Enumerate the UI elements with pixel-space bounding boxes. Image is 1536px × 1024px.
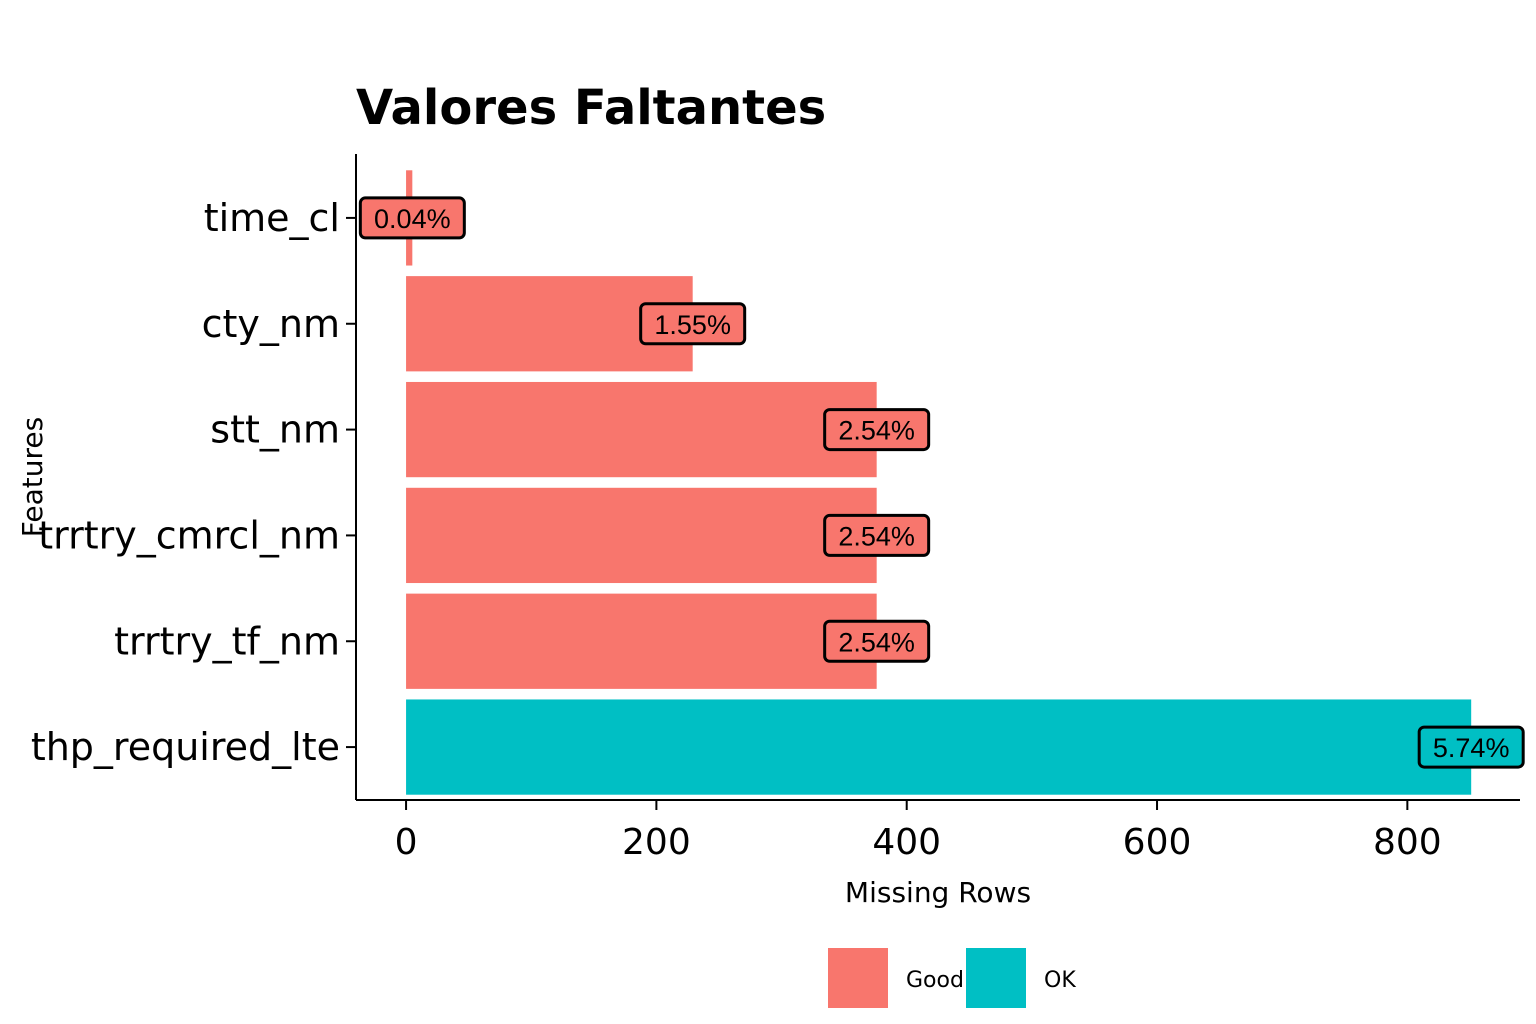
y-tick-label: time_cl [204, 196, 340, 240]
axes-layer [355, 154, 1520, 801]
x-ticks-layer: 0 200 400 600 800 [395, 800, 1442, 863]
x-axis-title: Missing Rows [845, 876, 1031, 909]
legend-label: Good [906, 968, 964, 993]
bars-layer [406, 170, 1472, 795]
data-label-text: 1.55% [654, 310, 731, 340]
data-label-text: 2.54% [838, 627, 915, 657]
y-axis-title: Features [16, 417, 49, 537]
y-tick-label: cty_nm [202, 302, 340, 346]
legend: Good OK [828, 948, 1076, 1008]
data-label-text: 2.54% [838, 521, 915, 551]
y-tick-label: thp_required_lte [31, 725, 340, 769]
data-label-box [1417, 725, 1525, 769]
y-tick-label: stt_nm [210, 408, 340, 452]
data-labels-layer: 0.04% 1.55% 2.54% 2.54% 2.54% 5.74% [358, 196, 1525, 769]
data-label-box [823, 408, 931, 452]
data-label-text: 0.04% [374, 204, 451, 234]
data-label: 2.54% [823, 408, 931, 452]
x-tick-label: 600 [1123, 822, 1192, 863]
legend-item: OK [966, 948, 1076, 1008]
data-label-box [358, 196, 466, 240]
y-tick-label: trrtry_tf_nm [114, 619, 340, 663]
y-ticks-layer: time_cl cty_nm stt_nm trrtry_cmrcl_nmtrrtry… [31, 196, 356, 769]
bar-trrtry_cmrcl_nm [406, 487, 877, 584]
bar-trrtry_tf_nm [406, 593, 877, 689]
data-label: 0.04% [358, 196, 466, 240]
bar-stt_nm [406, 381, 877, 478]
data-label: 2.54% [823, 513, 931, 557]
legend-label: OK [1044, 968, 1076, 993]
data-label: 1.55% [639, 302, 747, 346]
y-tick-label: trrtry_cmrcl_nm [38, 513, 340, 557]
data-label-text: 5.74% [1433, 733, 1510, 763]
legend-item: Good [828, 948, 964, 1008]
data-label-box [823, 513, 931, 557]
chart-title: Valores Faltantes [356, 80, 826, 136]
x-tick-label: 0 [395, 822, 418, 863]
data-label-box [639, 302, 747, 346]
x-tick-label: 800 [1373, 822, 1442, 863]
x-tick-label: 400 [872, 822, 941, 863]
x-tick-label: 200 [622, 822, 691, 863]
data-label-box [823, 619, 931, 663]
legend-swatch [966, 948, 1026, 1008]
data-label: 2.54% [823, 619, 931, 663]
legend-swatch [828, 948, 888, 1008]
bar-thp_required_lte [406, 699, 1472, 795]
data-label: 5.74% [1417, 725, 1525, 769]
data-label-text: 2.54% [838, 416, 915, 446]
